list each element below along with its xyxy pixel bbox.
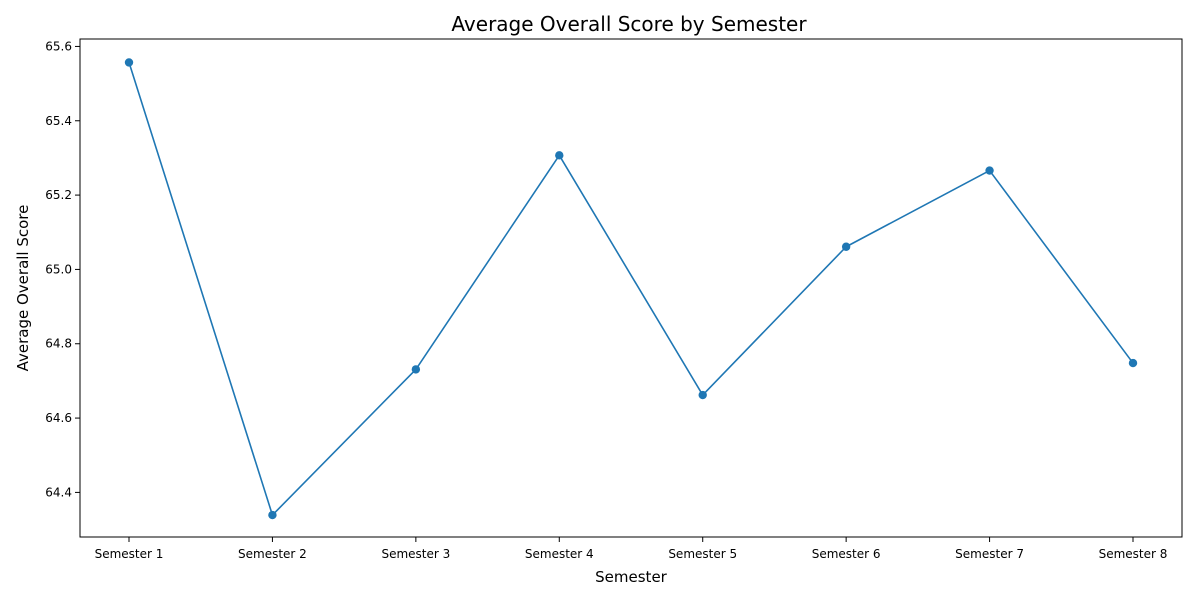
- x-tick-label: Semester 6: [812, 547, 881, 561]
- data-point: [555, 151, 564, 160]
- data-point: [1128, 358, 1138, 368]
- x-tick-label: Semester 4: [525, 547, 594, 561]
- axis-ticks: Semester 1 Semester 2 Semester 3 Semester 4…: [45, 39, 1167, 561]
- y-tick-label: 64.6: [45, 411, 72, 425]
- x-axis-label: Semester: [595, 568, 668, 586]
- series-line: [128, 62, 1134, 516]
- chart-title: Average Overall Score by Semester: [451, 12, 807, 36]
- x-tick-label: Semester 8: [1099, 547, 1168, 561]
- data-point: [698, 390, 707, 400]
- data-point: [841, 242, 851, 251]
- y-axis-label: Average Overall Score: [14, 205, 32, 372]
- y-tick-label: 64.4: [45, 485, 72, 499]
- y-tick-label: 64.8: [45, 337, 72, 351]
- x-tick-label: Semester 2: [238, 547, 307, 561]
- x-tick-label: Semester 7: [955, 547, 1024, 561]
- plot-frame: [79, 38, 1183, 538]
- data-point: [268, 510, 277, 520]
- x-tick-label: Semester 5: [668, 547, 737, 561]
- data-point: [411, 365, 421, 374]
- y-tick-label: 65.2: [45, 188, 72, 202]
- x-tick-label: Semester 1: [95, 547, 164, 561]
- y-tick-label: 65.0: [45, 262, 72, 276]
- x-tick-label: Semester 3: [381, 547, 450, 561]
- data-point: [124, 58, 134, 67]
- data-point: [985, 166, 994, 175]
- y-tick-label: 65.4: [45, 114, 72, 128]
- series-layer: [124, 58, 1138, 520]
- y-tick-label: 65.6: [45, 39, 72, 53]
